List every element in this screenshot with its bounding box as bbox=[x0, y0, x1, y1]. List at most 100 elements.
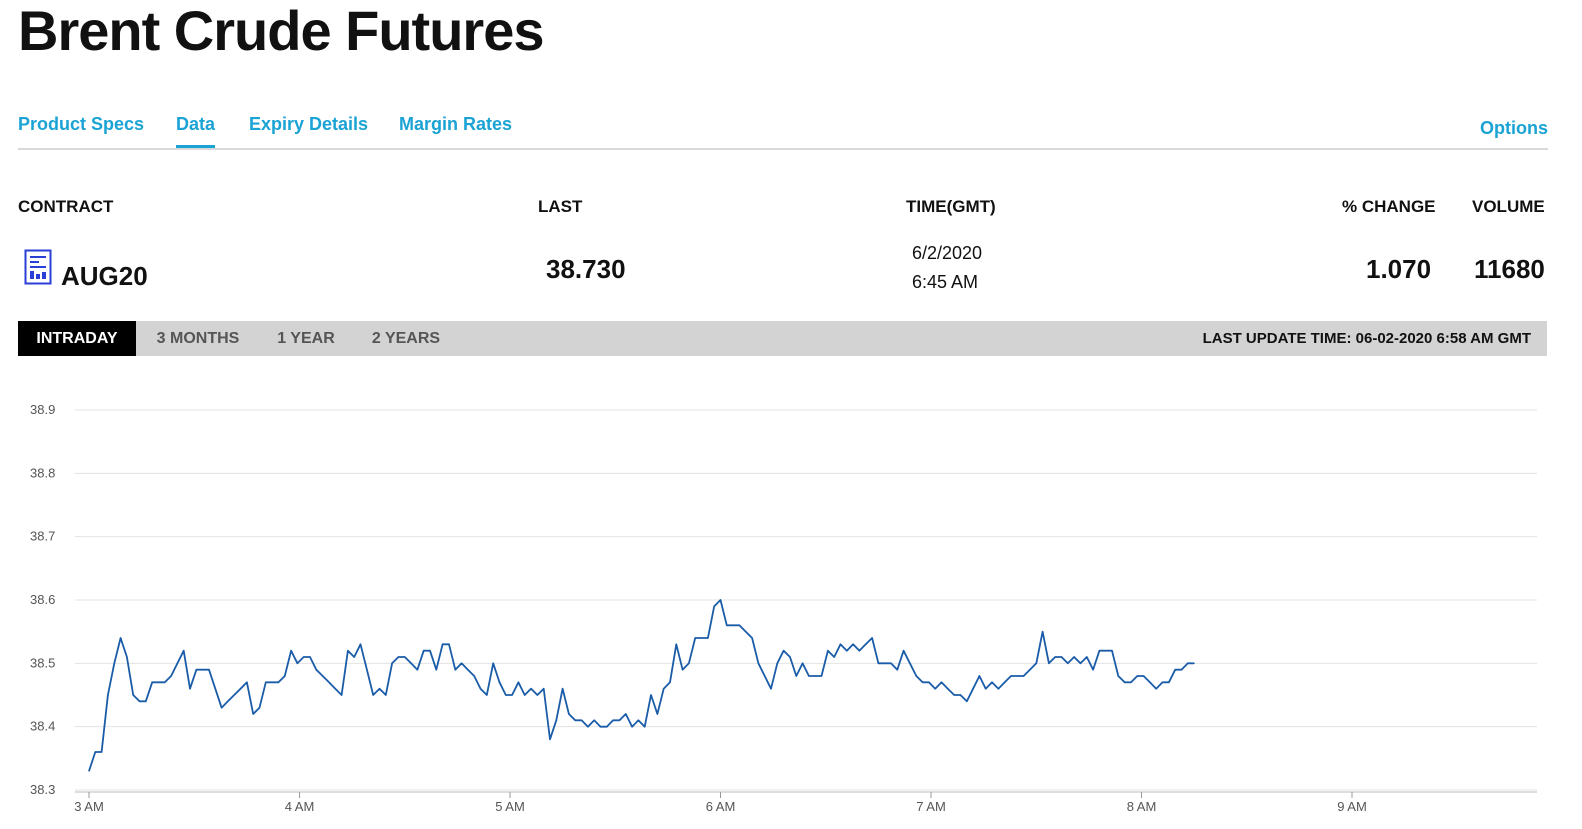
price-point bbox=[997, 688, 999, 690]
header-volume: VOLUME bbox=[1472, 197, 1545, 216]
price-point bbox=[707, 637, 709, 639]
header-last: LAST bbox=[538, 197, 583, 216]
price-point bbox=[991, 681, 993, 683]
price-point bbox=[498, 681, 501, 683]
price-point bbox=[119, 637, 122, 639]
price-point bbox=[473, 675, 475, 677]
price-point bbox=[1010, 675, 1012, 677]
tab-2-years[interactable]: 2 YEARS bbox=[371, 330, 441, 347]
price-point bbox=[877, 662, 879, 664]
price-point bbox=[947, 688, 949, 690]
y-tick-label: 38.6 bbox=[30, 592, 55, 607]
price-point bbox=[814, 675, 816, 677]
price-point bbox=[227, 700, 229, 702]
price-point bbox=[915, 675, 917, 677]
price-point bbox=[423, 650, 425, 652]
price-point bbox=[909, 662, 911, 664]
price-point bbox=[985, 688, 987, 690]
price-point bbox=[151, 681, 153, 683]
x-tick-label: 6 AM bbox=[706, 799, 736, 814]
price-point bbox=[934, 688, 936, 690]
price-point bbox=[170, 675, 172, 677]
price-point bbox=[783, 650, 785, 652]
price-point bbox=[328, 681, 330, 683]
price-point bbox=[656, 713, 658, 715]
price-series-line bbox=[88, 599, 1195, 772]
price-point bbox=[1130, 681, 1132, 683]
price-point bbox=[1180, 669, 1183, 671]
price-point bbox=[738, 624, 741, 626]
header-contract: CONTRACT bbox=[18, 197, 114, 216]
tab-data[interactable]: Data bbox=[176, 114, 216, 148]
page-title: Brent Crude Futures bbox=[18, 0, 544, 62]
price-point bbox=[176, 662, 179, 664]
price-point bbox=[1023, 675, 1025, 677]
price-point bbox=[1143, 675, 1145, 677]
price-point bbox=[126, 656, 128, 658]
price-point bbox=[549, 738, 551, 740]
price-point bbox=[1092, 669, 1094, 671]
price-point bbox=[1079, 662, 1082, 664]
price-point bbox=[404, 656, 406, 658]
y-tick-label: 38.9 bbox=[30, 402, 55, 417]
price-point bbox=[479, 688, 482, 690]
tab-expiry-details[interactable]: Expiry Details bbox=[249, 114, 369, 134]
price-point bbox=[265, 681, 267, 683]
tab-3-months[interactable]: 3 MONTHS bbox=[156, 330, 240, 347]
tab-intraday[interactable]: INTRADAY bbox=[18, 321, 136, 356]
intraday-price-chart: 38.3 38.4 38.5 38.6 38.7 38.8 38.9 3 AM 4 AM 5 AM… bbox=[30, 402, 1537, 814]
x-tick-label: 3 AM bbox=[74, 799, 104, 814]
price-point bbox=[359, 643, 362, 645]
price-point bbox=[726, 624, 728, 626]
price-point bbox=[88, 770, 90, 772]
price-point bbox=[719, 599, 722, 601]
price-point bbox=[1161, 681, 1164, 683]
price-point bbox=[644, 726, 646, 728]
price-point bbox=[391, 662, 393, 664]
price-point bbox=[820, 675, 823, 677]
document-chart-icon[interactable] bbox=[24, 249, 52, 285]
price-point bbox=[663, 688, 665, 690]
price-point bbox=[966, 700, 968, 702]
tab-1-year[interactable]: 1 YEAR bbox=[277, 330, 335, 347]
price-point bbox=[101, 751, 103, 753]
price-point bbox=[808, 675, 810, 677]
price-point bbox=[884, 662, 886, 664]
price-point bbox=[517, 681, 520, 683]
price-point bbox=[858, 650, 861, 652]
contract-name[interactable]: AUG20 bbox=[61, 261, 148, 291]
price-point bbox=[637, 719, 640, 721]
price-point bbox=[789, 656, 791, 658]
price-point bbox=[745, 631, 747, 633]
price-point bbox=[801, 662, 804, 664]
price-point bbox=[940, 681, 943, 683]
price-point bbox=[138, 700, 141, 702]
x-tick-label: 8 AM bbox=[1127, 799, 1157, 814]
price-point bbox=[732, 624, 734, 626]
x-tick-label: 7 AM bbox=[916, 799, 946, 814]
price-point bbox=[587, 726, 589, 728]
price-point bbox=[271, 681, 273, 683]
price-point bbox=[1117, 675, 1119, 677]
price-point bbox=[580, 719, 583, 721]
price-point bbox=[416, 669, 418, 671]
price-point bbox=[1098, 650, 1100, 652]
price-point bbox=[827, 650, 829, 652]
price-point bbox=[1193, 662, 1195, 664]
price-point bbox=[252, 713, 254, 715]
price-point bbox=[460, 662, 463, 664]
tab-margin-rates[interactable]: Margin Rates bbox=[399, 114, 513, 134]
price-point bbox=[315, 669, 317, 671]
price-point bbox=[776, 662, 778, 664]
price-point bbox=[334, 688, 336, 690]
price-point bbox=[1054, 656, 1056, 658]
trade-time: 6:45 AM bbox=[912, 272, 979, 292]
price-point bbox=[631, 726, 633, 728]
price-point bbox=[366, 669, 368, 671]
price-point bbox=[290, 650, 292, 652]
tab-product-specs[interactable]: Product Specs bbox=[18, 114, 145, 134]
price-point bbox=[164, 681, 166, 683]
price-point bbox=[764, 675, 766, 677]
price-point bbox=[839, 643, 842, 645]
options-link[interactable]: Options bbox=[1480, 118, 1548, 138]
